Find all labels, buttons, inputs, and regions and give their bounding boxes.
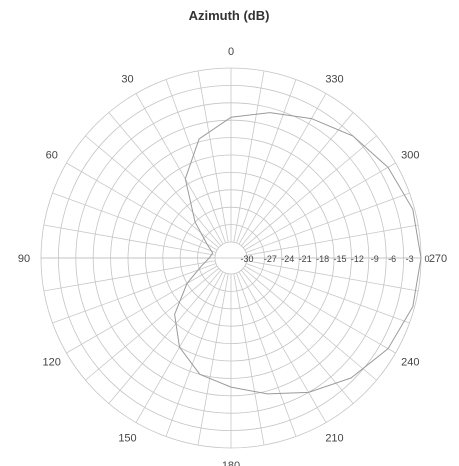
angle-label-180: 180 [222,460,240,466]
radial-label-7: -9 [371,254,379,264]
radial-label-1: -27 [264,254,277,264]
radial-labels: -30 -27 -24 -21 -18 -15 -12 -9 -6 -3 0 [240,254,429,264]
radial-label-9: -3 [406,254,414,264]
series-layer [174,112,422,395]
angle-label-300: 300 [401,150,419,162]
radial-label-4: -18 [316,254,329,264]
angle-label-0: 0 [228,46,234,58]
angle-label-120: 120 [43,357,61,369]
angle-label-150: 150 [118,432,136,444]
radial-label-2: -24 [281,254,294,264]
angle-label-30: 30 [121,74,133,86]
angle-label-210: 210 [325,432,343,444]
polar-grid [40,67,422,449]
radial-label-0: -30 [240,254,253,264]
angle-label-90: 90 [18,253,30,265]
angle-label-240: 240 [401,357,419,369]
angle-label-330: 330 [325,74,343,86]
radial-label-6: -12 [351,254,364,264]
angle-label-270: 270 [429,253,447,265]
series-line-0 [174,112,422,395]
radial-label-5: -15 [333,254,346,264]
radial-label-3: -21 [299,254,312,264]
angle-labels: 0 30 60 90 120 150 180 210 240 270 300 330 [18,46,447,466]
radial-label-8: -6 [388,254,396,264]
radial-label-10: 0 [424,254,429,264]
angle-label-60: 60 [46,150,58,162]
chart-title: Azimuth (dB) [189,8,270,23]
